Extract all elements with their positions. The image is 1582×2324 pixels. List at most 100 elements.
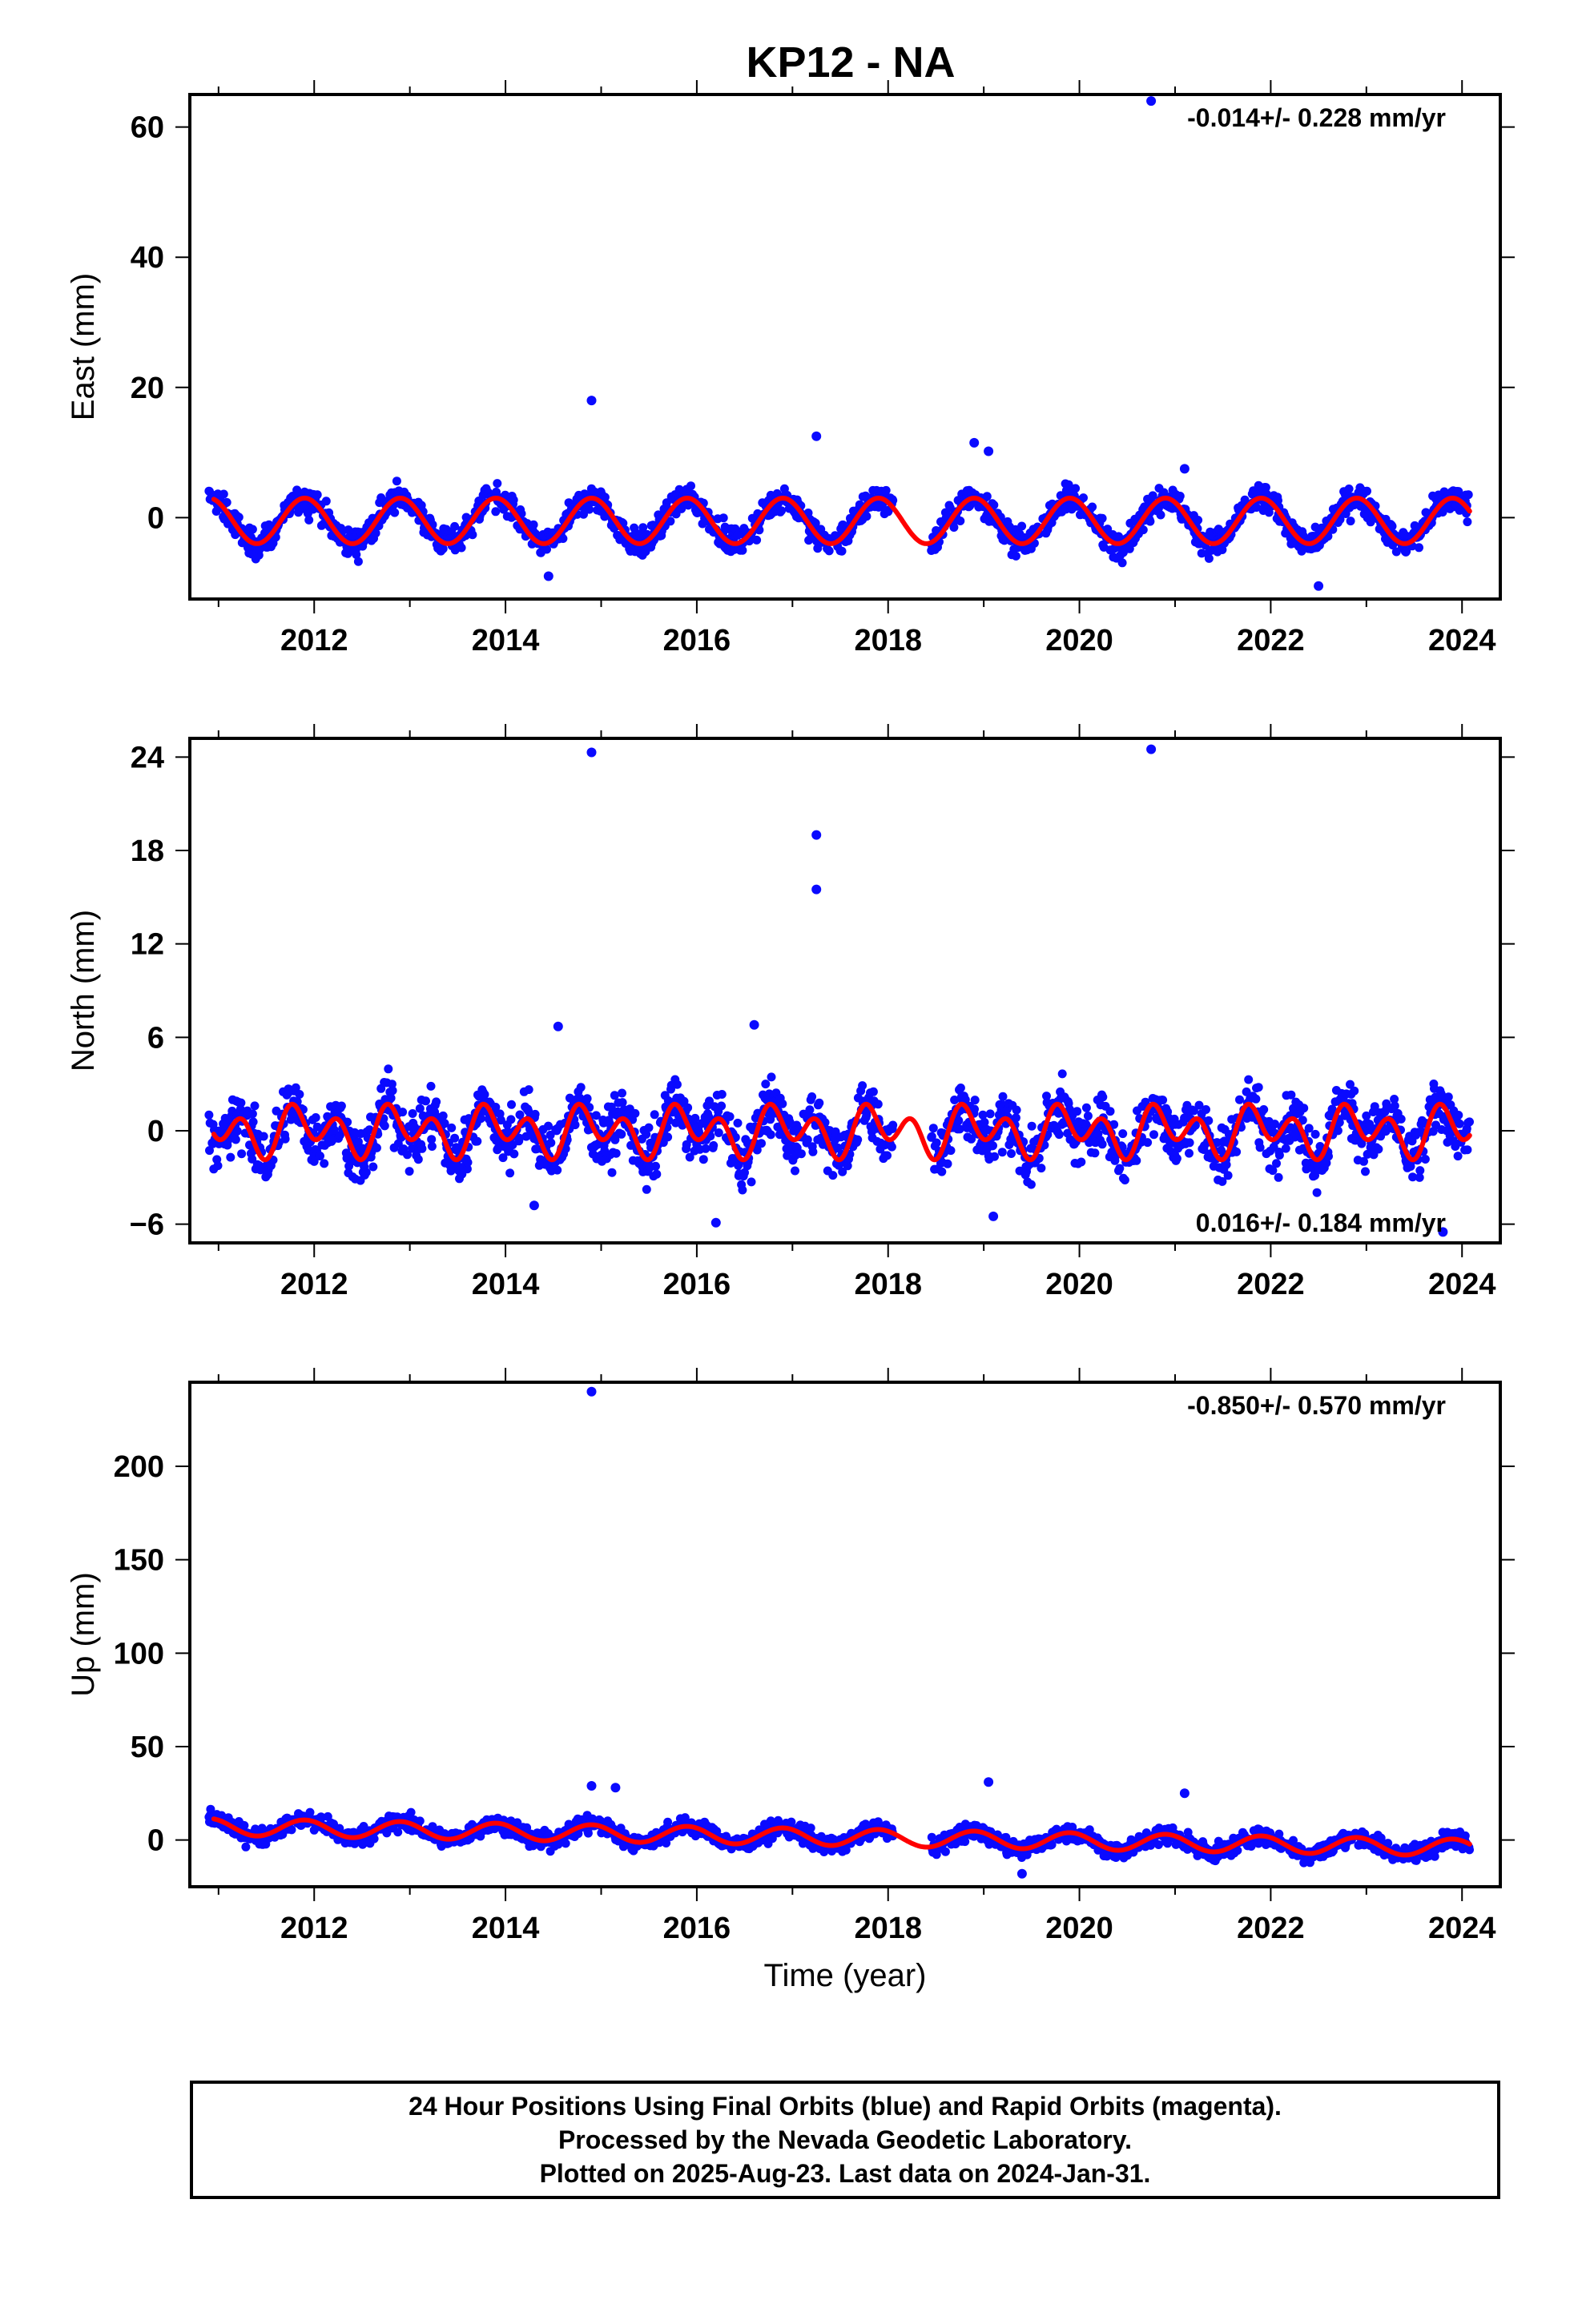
x-tick-label: 2020 — [1045, 624, 1113, 657]
x-tick-label: 2020 — [1045, 1268, 1113, 1301]
data-point — [561, 1839, 570, 1848]
data-point — [672, 1080, 682, 1089]
data-point — [413, 1155, 423, 1164]
data-point — [1454, 1111, 1463, 1120]
data-point — [838, 1167, 847, 1176]
data-point — [1185, 1138, 1194, 1148]
data-point — [1138, 525, 1148, 535]
data-point — [353, 557, 363, 566]
data-point — [234, 513, 244, 522]
data-point — [1259, 1105, 1269, 1114]
data-point — [219, 489, 228, 499]
data-point — [457, 543, 466, 553]
data-point — [1420, 1155, 1430, 1164]
data-point — [204, 1110, 214, 1120]
data-point — [417, 1144, 427, 1153]
data-point — [388, 1086, 397, 1096]
data-point — [761, 1080, 771, 1089]
data-point — [558, 534, 568, 543]
data-point — [468, 530, 477, 540]
data-point — [767, 1072, 776, 1082]
data-point — [438, 544, 448, 553]
data-point — [248, 1109, 257, 1119]
data-point — [1204, 553, 1214, 563]
data-point — [1120, 1176, 1129, 1184]
data-point — [946, 1146, 956, 1156]
data-point — [1327, 1104, 1337, 1114]
data-point — [1334, 1118, 1344, 1128]
data-point — [960, 1095, 970, 1104]
data-point — [353, 1137, 363, 1147]
data-point — [1105, 1107, 1115, 1116]
data-point — [248, 1117, 258, 1127]
data-point — [387, 1080, 397, 1089]
outlier-point — [811, 830, 822, 840]
data-point — [978, 1110, 988, 1120]
x-tick-label: 2012 — [280, 624, 348, 657]
data-point — [1252, 503, 1261, 513]
data-point — [709, 1140, 719, 1150]
data-point — [1054, 1108, 1064, 1118]
outlier-point — [969, 437, 980, 448]
data-point — [1359, 1156, 1368, 1166]
data-point — [524, 1085, 533, 1095]
data-point — [985, 1109, 995, 1119]
data-point — [980, 1117, 989, 1127]
data-point — [828, 1171, 838, 1180]
data-point — [1346, 1080, 1355, 1089]
x-tick-label: 2018 — [854, 624, 922, 657]
data-point — [1415, 543, 1423, 553]
east-plot-frame — [188, 93, 1502, 601]
up-data-points — [204, 1386, 1474, 1879]
data-point — [1148, 491, 1157, 501]
data-point — [1117, 558, 1127, 568]
data-point — [967, 1134, 976, 1144]
x-tick-label: 2018 — [854, 1268, 922, 1301]
data-point — [630, 1108, 640, 1118]
data-point — [1304, 1124, 1314, 1133]
data-point — [380, 1121, 389, 1131]
y-tick-label: 40 — [131, 241, 164, 275]
data-point — [222, 497, 231, 507]
data-point — [618, 1098, 627, 1108]
data-point — [384, 1064, 393, 1074]
data-point — [1299, 1104, 1309, 1113]
data-point — [530, 1109, 540, 1119]
y-tick-label: 20 — [131, 372, 164, 405]
data-point — [858, 1081, 867, 1091]
data-point — [644, 1123, 654, 1132]
data-point — [491, 507, 501, 517]
data-point — [883, 1151, 892, 1160]
data-point — [1453, 1152, 1463, 1161]
data-point — [591, 1111, 601, 1120]
y-tick-label: −6 — [130, 1208, 164, 1242]
data-point — [312, 490, 322, 500]
data-point — [1270, 1120, 1279, 1129]
data-point — [805, 1105, 815, 1115]
data-point — [1081, 1103, 1091, 1112]
data-point — [320, 1159, 329, 1168]
data-point — [803, 1135, 812, 1144]
data-point — [1357, 1139, 1367, 1148]
data-point — [570, 1120, 580, 1130]
data-point — [1244, 1075, 1254, 1084]
data-point — [796, 1149, 806, 1159]
data-point — [1361, 1167, 1370, 1176]
data-point — [777, 506, 786, 516]
data-point — [685, 1152, 694, 1162]
data-point — [291, 1083, 300, 1092]
data-point — [237, 1149, 247, 1159]
data-point — [738, 1185, 747, 1195]
data-point — [1396, 1114, 1406, 1124]
data-point — [1251, 1094, 1261, 1104]
north-panel: 2012 2014 2016 2018 2020 2022 2024−606121824No… — [66, 724, 1515, 1301]
x-tick-label: 2024 — [1428, 624, 1496, 657]
data-point — [791, 1166, 799, 1176]
data-point — [1390, 1095, 1399, 1104]
data-point — [309, 1156, 319, 1166]
data-point — [1141, 1097, 1150, 1107]
data-point — [514, 1133, 524, 1143]
data-point — [1235, 1095, 1244, 1104]
data-point — [714, 1128, 723, 1137]
data-point — [887, 1142, 896, 1152]
